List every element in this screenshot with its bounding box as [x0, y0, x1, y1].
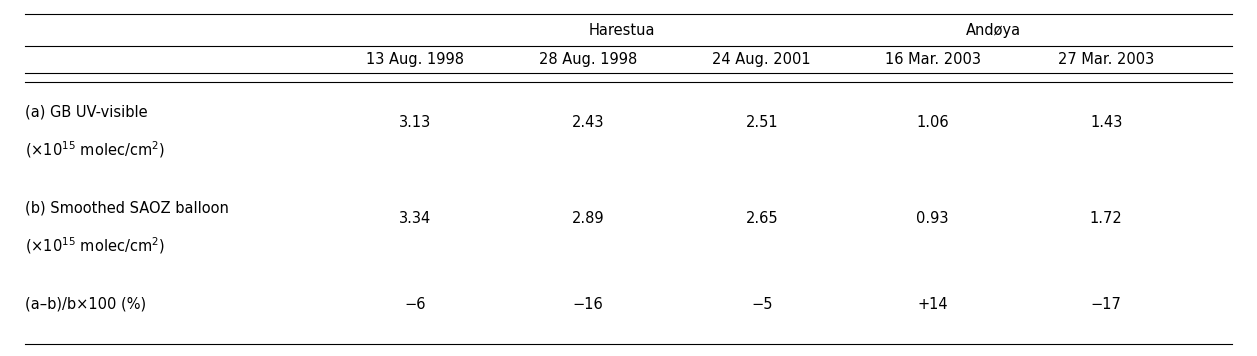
Text: (b) Smoothed SAOZ balloon: (b) Smoothed SAOZ balloon [25, 201, 229, 216]
Text: −17: −17 [1091, 297, 1121, 312]
Text: (a–b)/b×100 (%): (a–b)/b×100 (%) [25, 297, 146, 312]
Text: 2.89: 2.89 [572, 211, 605, 226]
Text: Andøya: Andøya [965, 23, 1021, 38]
Text: ($\times 10^{15}$ molec/cm$^2$): ($\times 10^{15}$ molec/cm$^2$) [25, 235, 165, 256]
Text: +14: +14 [918, 297, 948, 312]
Text: 1.72: 1.72 [1090, 211, 1123, 226]
Text: −16: −16 [573, 297, 603, 312]
Text: 0.93: 0.93 [916, 211, 949, 226]
Text: 28 Aug. 1998: 28 Aug. 1998 [539, 52, 637, 67]
Text: ($\times 10^{15}$ molec/cm$^2$): ($\times 10^{15}$ molec/cm$^2$) [25, 139, 165, 160]
Text: 1.43: 1.43 [1090, 115, 1123, 130]
Text: −5: −5 [750, 297, 773, 312]
Text: 2.65: 2.65 [745, 211, 778, 226]
Text: 13 Aug. 1998: 13 Aug. 1998 [366, 52, 464, 67]
Text: (a) GB UV-visible: (a) GB UV-visible [25, 105, 148, 120]
Text: 2.51: 2.51 [745, 115, 778, 130]
Text: 3.13: 3.13 [398, 115, 431, 130]
Text: 24 Aug. 2001: 24 Aug. 2001 [713, 52, 811, 67]
Text: 16 Mar. 2003: 16 Mar. 2003 [885, 52, 980, 67]
Text: 1.06: 1.06 [916, 115, 949, 130]
Text: 2.43: 2.43 [572, 115, 605, 130]
Text: 27 Mar. 2003: 27 Mar. 2003 [1058, 52, 1154, 67]
Text: 3.34: 3.34 [398, 211, 431, 226]
Text: −6: −6 [403, 297, 426, 312]
Text: Harestua: Harestua [590, 23, 655, 38]
